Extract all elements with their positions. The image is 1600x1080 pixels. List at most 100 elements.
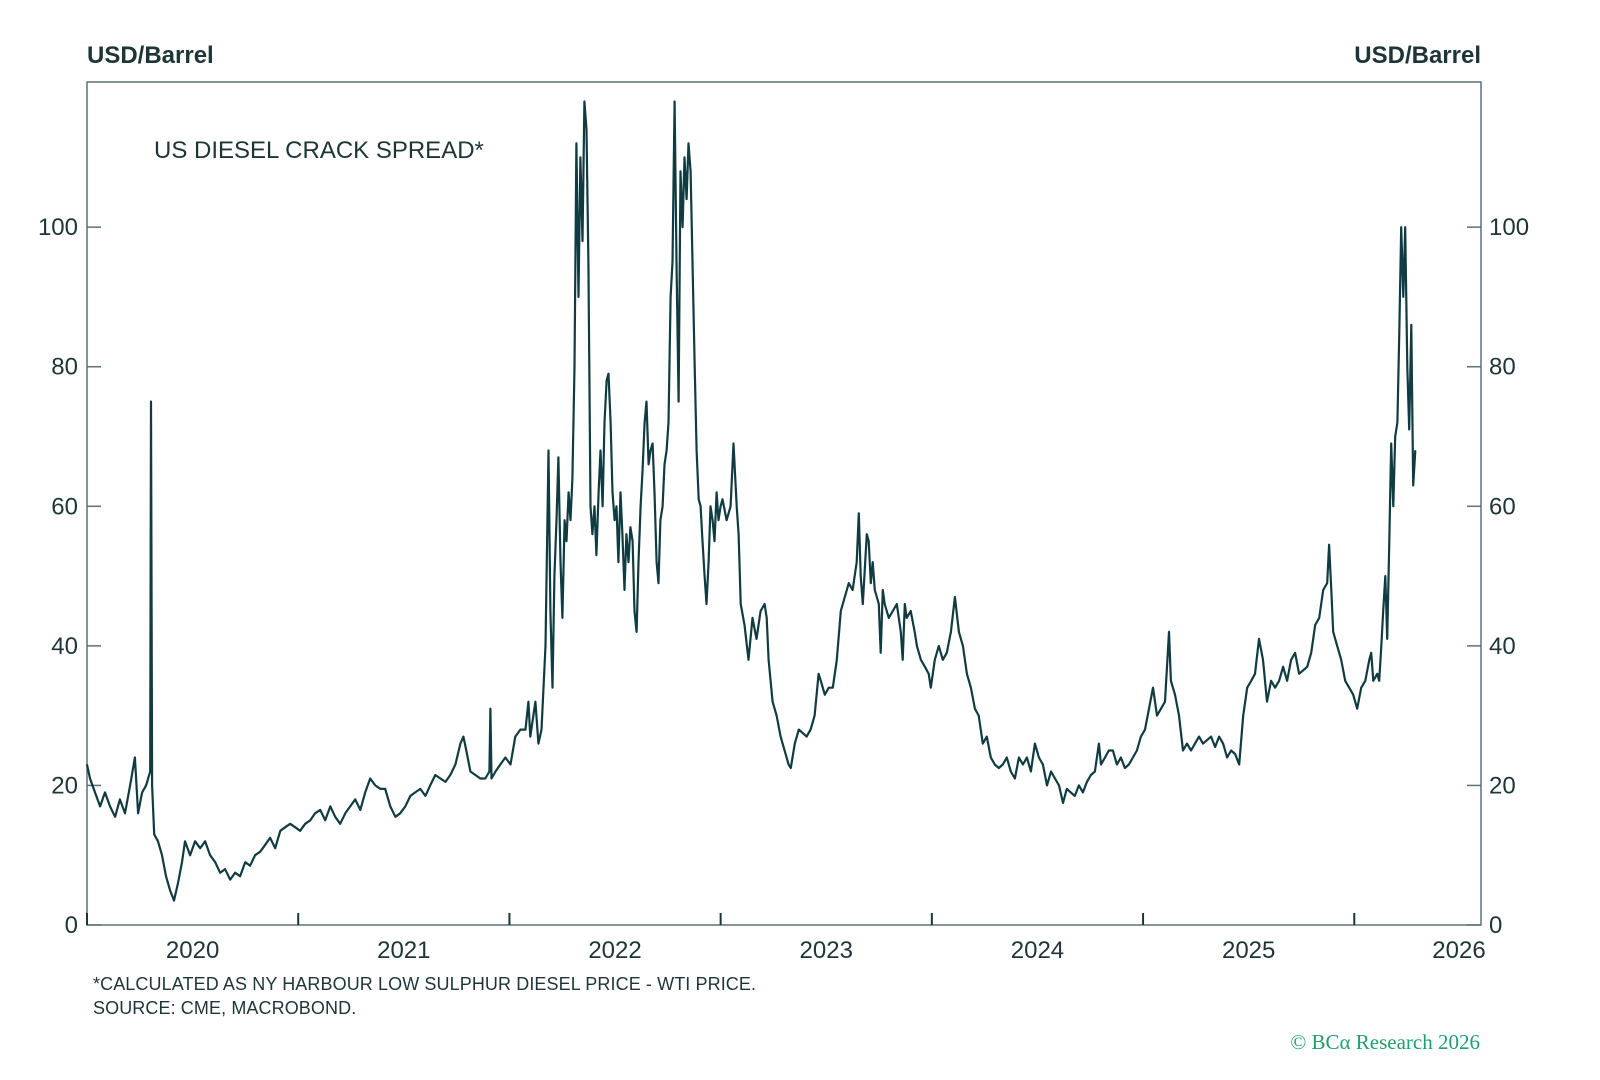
- data-point: [1082, 791, 1084, 794]
- y-tick-label-left: 20: [51, 772, 78, 799]
- data-point: [904, 603, 906, 605]
- data-point: [1104, 756, 1106, 759]
- data-point: [1230, 749, 1232, 752]
- data-point: [344, 812, 346, 814]
- data-point: [1250, 680, 1252, 682]
- chart-title: US DIESEL CRACK SPREAD*: [154, 137, 484, 164]
- data-point: [636, 631, 638, 633]
- data-point: [1356, 708, 1358, 710]
- data-point: [593, 505, 596, 507]
- data-point: [1210, 736, 1212, 738]
- data-point: [648, 463, 650, 465]
- data-point: [1322, 589, 1324, 591]
- data-point: [575, 142, 578, 144]
- data-point: [1330, 589, 1332, 591]
- data-point: [595, 554, 598, 556]
- footnote-source: SOURCE: CME, MACROBOND.: [93, 998, 357, 1018]
- data-point: [181, 861, 183, 863]
- data-point: [465, 749, 467, 752]
- data-point: [709, 505, 712, 507]
- data-point: [150, 401, 152, 403]
- data-point: [1394, 435, 1396, 438]
- data-point: [619, 491, 622, 493]
- data-point: [1206, 739, 1208, 741]
- data-point: [254, 854, 256, 856]
- data-point: [653, 491, 656, 493]
- data-point: [818, 673, 820, 675]
- data-point: [690, 170, 692, 172]
- data-point: [755, 638, 758, 640]
- data-point: [1022, 763, 1024, 766]
- data-point: [687, 142, 690, 144]
- data-point: [299, 830, 301, 832]
- data-point: [738, 533, 740, 535]
- data-point: [585, 128, 588, 131]
- data-point: [691, 261, 694, 263]
- data-point: [104, 791, 106, 794]
- data-point: [289, 823, 291, 825]
- data-point: [708, 561, 710, 563]
- data-point: [882, 589, 884, 591]
- data-point: [1332, 631, 1334, 633]
- x-tick-label: 2026: [1432, 937, 1485, 964]
- data-point: [1152, 687, 1154, 689]
- data-point: [404, 805, 406, 808]
- data-point: [1310, 652, 1312, 654]
- data-point: [848, 582, 850, 584]
- data-point: [1404, 226, 1406, 228]
- data-point: [209, 854, 211, 856]
- data-point: [920, 659, 922, 661]
- data-point: [1400, 226, 1402, 228]
- x-tick-label: 2025: [1222, 937, 1275, 964]
- data-point: [629, 526, 632, 528]
- data-point: [856, 561, 858, 563]
- data-point: [568, 491, 570, 493]
- data-point: [534, 701, 537, 703]
- data-point: [124, 812, 126, 814]
- data-point: [1408, 428, 1410, 431]
- data-point: [1046, 784, 1048, 787]
- data-point: [274, 847, 276, 849]
- data-point: [1348, 687, 1350, 689]
- data-point: [740, 603, 742, 605]
- data-point: [611, 491, 614, 493]
- data-point: [990, 756, 992, 759]
- data-point: [439, 777, 441, 780]
- data-point: [89, 777, 91, 780]
- plot-frame: [86, 81, 1482, 926]
- data-point: [1178, 715, 1180, 717]
- y-tick-label-left: 40: [51, 633, 78, 660]
- data-point: [599, 449, 602, 452]
- data-point: [828, 687, 830, 689]
- data-point: [1112, 749, 1114, 752]
- data-point: [1278, 680, 1280, 682]
- data-point: [519, 729, 522, 731]
- data-point: [1326, 582, 1328, 584]
- data-point: [119, 798, 121, 801]
- data-point: [868, 540, 870, 542]
- data-point: [94, 791, 96, 794]
- data-point: [469, 770, 471, 773]
- data-point: [504, 756, 506, 759]
- data-point: [339, 823, 341, 825]
- data-point: [700, 505, 702, 507]
- data-point: [627, 561, 630, 563]
- data-point: [794, 743, 796, 745]
- data-point: [986, 736, 988, 738]
- data-point: [559, 561, 562, 563]
- data-point: [1306, 666, 1308, 668]
- data-point: [1226, 756, 1228, 759]
- data-point: [1058, 784, 1060, 787]
- data-point: [644, 421, 646, 424]
- data-point: [349, 805, 351, 808]
- data-point: [659, 519, 662, 521]
- data-point: [1266, 701, 1268, 703]
- data-point: [910, 610, 912, 612]
- data-point: [1202, 743, 1204, 745]
- data-point: [524, 729, 527, 731]
- data-point: [399, 812, 401, 814]
- data-point: [970, 687, 972, 689]
- data-point: [1198, 736, 1200, 738]
- y-tick-label-left: 0: [65, 912, 78, 939]
- data-point: [675, 261, 678, 263]
